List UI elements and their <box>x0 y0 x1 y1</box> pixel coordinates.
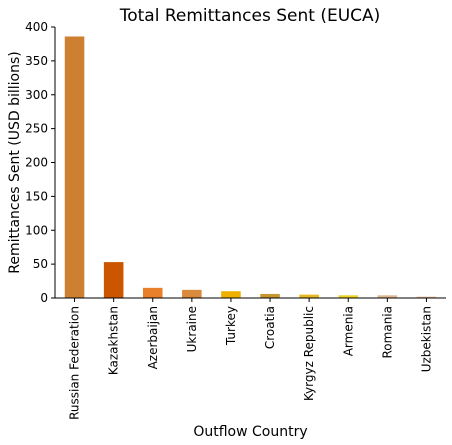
x-axis-label: Outflow Country <box>193 424 307 440</box>
x-tick-label: Kyrgyz Republic <box>302 306 316 401</box>
bar <box>416 296 437 298</box>
x-tick-label: Uzbekistan <box>419 306 433 372</box>
x-tick-label: Armenia <box>341 306 355 356</box>
y-tick-label: 0 <box>40 291 48 305</box>
y-tick-label: 300 <box>25 88 48 102</box>
y-tick-label: 100 <box>25 223 48 237</box>
bar <box>299 294 319 298</box>
bar <box>142 287 163 298</box>
x-tick-label: Romania <box>380 306 394 358</box>
bar <box>182 289 202 298</box>
y-axis: 0 50 100 150 200 250 300 350 400 <box>25 20 56 305</box>
x-tick-label: Kazakhstan <box>107 306 121 375</box>
x-tick-label: Azerbaijan <box>146 306 160 369</box>
bar <box>377 295 398 298</box>
x-tick-label: Russian Federation <box>68 306 82 420</box>
y-tick-label: 150 <box>25 189 48 203</box>
x-tick-label: Turkey <box>224 306 238 346</box>
y-tick-label: 200 <box>25 156 48 170</box>
y-tick-label: 250 <box>25 122 48 136</box>
bar <box>221 291 241 298</box>
bar <box>64 36 85 299</box>
y-tick-label: 50 <box>33 257 48 271</box>
bar <box>338 295 359 298</box>
bars <box>64 36 437 299</box>
y-tick-label: 400 <box>25 20 48 34</box>
x-tick-label: Ukraine <box>185 306 199 352</box>
y-axis-label: Remittances Sent (USD billions) <box>7 51 23 274</box>
x-axis: Russian Federation Kazakhstan Azerbaijan Uk… <box>55 297 446 420</box>
chart-title: Total Remittances Sent (EUCA) <box>119 6 381 26</box>
x-tick-label: Croatia <box>263 306 277 349</box>
bar <box>260 293 280 298</box>
y-tick-label: 350 <box>25 54 48 68</box>
bar <box>103 262 124 298</box>
